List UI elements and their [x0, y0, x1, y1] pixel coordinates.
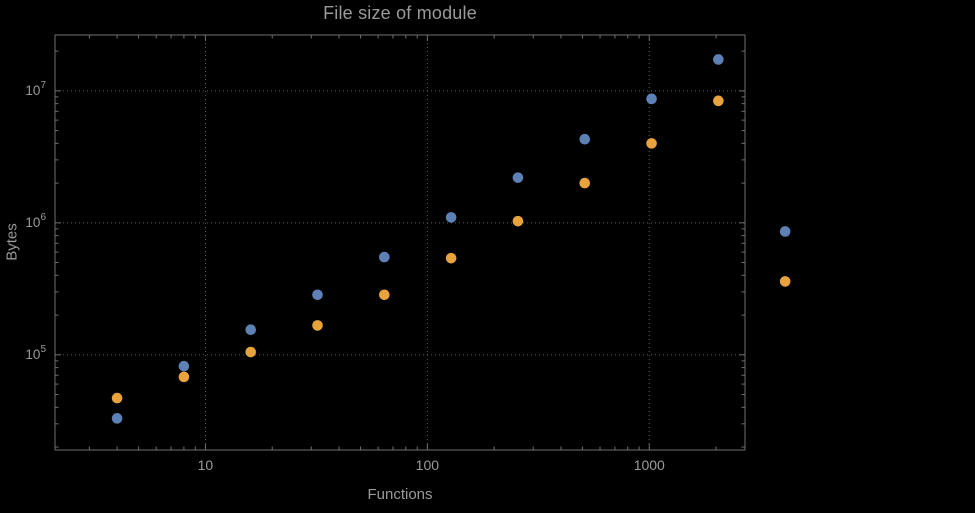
data-point-orange [445, 252, 457, 264]
x-tick-label: 100 [416, 457, 440, 473]
data-point-orange [512, 215, 524, 227]
plot-frame [54, 34, 746, 451]
data-point-blue [445, 212, 457, 223]
x-tick-label: 1000 [634, 457, 665, 473]
data-point-orange [312, 320, 323, 331]
data-point-blue [713, 54, 724, 65]
x-tick-label: 10 [198, 457, 214, 473]
data-point-blue [512, 172, 524, 183]
data-point-blue [245, 324, 257, 335]
y-tick-label: 106 [25, 212, 46, 230]
data-point-orange [178, 371, 190, 383]
chart-title: File size of module [323, 3, 477, 23]
x-axis-label: Functions [367, 486, 433, 503]
data-point-orange [111, 392, 123, 404]
data-point-orange [379, 289, 390, 301]
data-point-blue [111, 413, 123, 424]
y-tick-label: 105 [25, 344, 46, 362]
data-point-blue [779, 226, 791, 237]
data-point-blue [312, 289, 323, 301]
data-point-orange [245, 346, 257, 358]
data-point-orange [779, 276, 791, 287]
data-point-orange [713, 95, 724, 107]
data-point-orange [646, 138, 657, 149]
y-axis-label: Bytes [3, 223, 21, 261]
y-tick-label: 107 [25, 80, 46, 98]
data-point-blue [646, 93, 657, 105]
data-point-blue [178, 360, 190, 372]
data-point-blue [379, 251, 390, 263]
data-point-orange [579, 177, 591, 189]
data-point-blue [579, 133, 591, 145]
